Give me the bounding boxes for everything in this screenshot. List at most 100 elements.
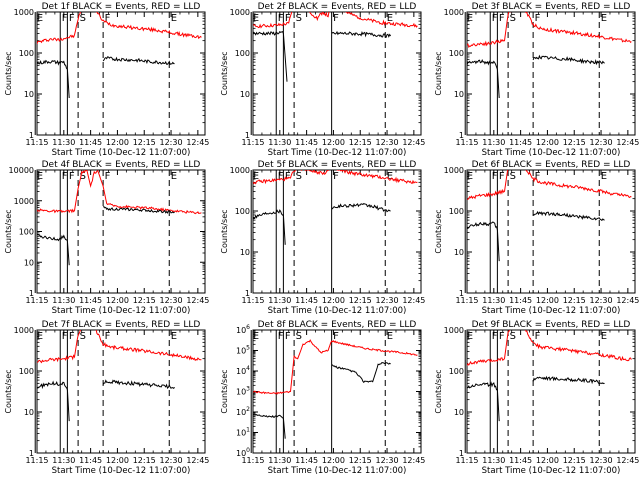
y-tick-label: 1 xyxy=(29,449,34,458)
state-marker-label: F xyxy=(69,171,75,182)
x-axis-label: Start Time (10-Dec-12 11:07:00) xyxy=(482,466,621,476)
state-marker-label: F xyxy=(69,331,75,342)
x-tick-label: 11:45 xyxy=(79,138,102,147)
y-axis-label: Counts/sec xyxy=(4,369,13,413)
x-tick-label: 11:15 xyxy=(241,456,264,465)
y-tick-label: 1000 xyxy=(14,8,34,17)
panel-8: Det 8f BLACK = Events, RED = LLD 100 101 10… xyxy=(220,320,425,476)
panel-title: Det 1f BLACK = Events, RED = LLD xyxy=(42,2,201,12)
x-tick-label: 12:45 xyxy=(402,296,425,305)
state-marker-label: F xyxy=(278,171,284,182)
x-tick-label: 12:00 xyxy=(322,138,345,147)
panel-4: Det 4f BLACK = Events, RED = LLD 1 10 100 10… xyxy=(4,160,209,316)
y-tick-label: 1 xyxy=(245,131,250,140)
x-tick-label: 12:45 xyxy=(616,456,639,465)
x-tick-label: 12:00 xyxy=(536,138,559,147)
panel-title: Det 5f BLACK = Events, RED = LLD xyxy=(258,160,417,170)
lld-series-line xyxy=(37,12,202,45)
state-marker-label: F xyxy=(285,171,291,182)
x-tick-label: 12:15 xyxy=(563,456,586,465)
lld-series-line xyxy=(37,330,202,364)
y-axis-label: Counts/sec xyxy=(4,51,13,95)
x-tick-label: 12:45 xyxy=(402,138,425,147)
x-axis-label: Start Time (10-Dec-12 11:07:00) xyxy=(52,148,191,158)
y-tick-label: 100 xyxy=(236,447,250,458)
x-tick-label: 11:15 xyxy=(25,138,48,147)
panel-7: Det 7f BLACK = Events, RED = LLD 1 10 100 10… xyxy=(4,320,209,476)
state-marker-label: E xyxy=(601,13,607,24)
plot-frame xyxy=(466,11,636,136)
y-axis-label: Counts/sec xyxy=(434,369,443,413)
y-tick-label: 1 xyxy=(459,289,464,298)
x-tick-label: 12:00 xyxy=(106,138,129,147)
plot-frame xyxy=(36,11,206,136)
state-marker-label: F xyxy=(492,171,498,182)
events-series-line xyxy=(467,58,500,99)
y-axis-label: Counts/sec xyxy=(4,209,13,253)
x-tick-label: 11:15 xyxy=(455,138,478,147)
state-marker-label: E xyxy=(253,171,259,182)
x-tick-label: 11:45 xyxy=(509,296,532,305)
state-marker-label: E xyxy=(171,331,177,342)
events-series-line xyxy=(532,210,605,222)
state-marker-label: F xyxy=(62,13,68,24)
x-tick-label: 11:30 xyxy=(268,456,291,465)
state-marker-label: E xyxy=(601,171,607,182)
x-axis-label: Start Time (10-Dec-12 11:07:00) xyxy=(268,466,407,476)
state-marker-label: E xyxy=(387,331,393,342)
x-tick-label: 11:45 xyxy=(295,456,318,465)
lld-series-line xyxy=(253,12,418,29)
y-tick-label: 10 xyxy=(454,408,464,417)
y-tick-label: 1000 xyxy=(14,326,34,335)
state-marker-label: S xyxy=(80,331,86,342)
x-tick-label: 12:15 xyxy=(133,456,156,465)
events-series-line xyxy=(331,362,391,384)
x-axis-label: Start Time (10-Dec-12 11:07:00) xyxy=(268,148,407,158)
x-tick-label: 12:30 xyxy=(160,456,183,465)
x-tick-label: 12:00 xyxy=(322,296,345,305)
state-marker-label: S xyxy=(296,331,302,342)
plot-frame xyxy=(466,329,636,454)
x-tick-label: 12:15 xyxy=(349,296,372,305)
state-marker-label: F xyxy=(535,171,541,182)
y-tick-label: 10 xyxy=(24,258,34,267)
x-tick-label: 11:15 xyxy=(25,456,48,465)
x-tick-label: 11:30 xyxy=(268,138,291,147)
y-tick-label: 101 xyxy=(236,427,250,438)
state-marker-label: F xyxy=(333,331,339,342)
panel-title: Det 7f BLACK = Events, RED = LLD xyxy=(42,320,201,330)
x-tick-label: 12:45 xyxy=(186,296,209,305)
x-axis-label: Start Time (10-Dec-12 11:07:00) xyxy=(268,306,407,316)
y-tick-label: 1000 xyxy=(444,326,464,335)
panel-title: Det 6f BLACK = Events, RED = LLD xyxy=(472,160,631,170)
state-marker-label: E xyxy=(387,13,393,24)
state-marker-label: F xyxy=(492,13,498,24)
y-tick-label: 1000 xyxy=(230,8,250,17)
plot-frame xyxy=(466,169,636,294)
x-tick-label: 12:45 xyxy=(186,138,209,147)
y-tick-label: 100 xyxy=(449,367,464,376)
x-tick-label: 12:30 xyxy=(376,138,399,147)
y-tick-label: 100 xyxy=(19,49,34,58)
y-axis-label: Counts/sec xyxy=(434,209,443,253)
plot-frame xyxy=(36,329,206,454)
y-tick-label: 100 xyxy=(449,207,464,216)
panel-3: Det 3f BLACK = Events, RED = LLD 1 10 100 10… xyxy=(434,2,639,158)
state-marker-label: E xyxy=(467,171,473,182)
x-tick-label: 12:30 xyxy=(376,296,399,305)
state-marker-label: F xyxy=(285,13,291,24)
panel-title: Det 2f BLACK = Events, RED = LLD xyxy=(258,2,417,12)
state-marker-label: F xyxy=(333,13,339,24)
state-marker-label: S xyxy=(80,13,86,24)
x-tick-label: 11:45 xyxy=(509,138,532,147)
x-tick-label: 11:15 xyxy=(241,138,264,147)
lld-series-line xyxy=(253,170,418,185)
x-axis-label: Start Time (10-Dec-12 11:07:00) xyxy=(482,148,621,158)
events-series-line xyxy=(37,59,70,99)
events-series-line xyxy=(467,221,500,262)
x-tick-label: 11:15 xyxy=(455,296,478,305)
panel-title: Det 8f BLACK = Events, RED = LLD xyxy=(258,320,417,330)
x-tick-label: 11:45 xyxy=(295,296,318,305)
x-tick-label: 11:15 xyxy=(455,456,478,465)
